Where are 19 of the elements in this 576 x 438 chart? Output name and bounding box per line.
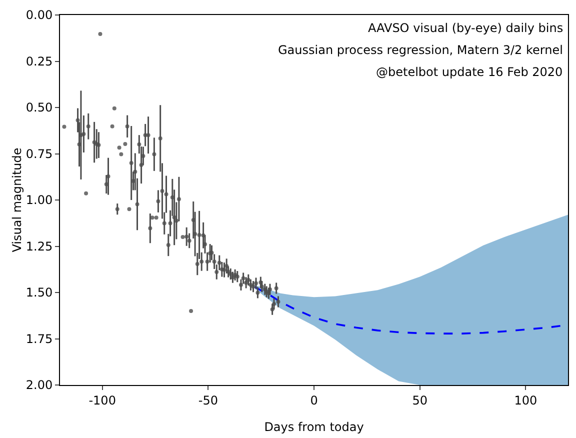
x-tick-label: -50 bbox=[198, 393, 218, 408]
y-tick-label: 0.25 bbox=[26, 54, 53, 68]
y-tick-label: 0.75 bbox=[26, 146, 53, 161]
y-tick-label: 1.00 bbox=[26, 193, 53, 208]
x-tick-label: 0 bbox=[310, 393, 318, 408]
x-tick-label: 100 bbox=[514, 393, 538, 408]
y-tick-label: 1.75 bbox=[26, 332, 53, 346]
y-axis-title: Visual magnitude bbox=[10, 148, 24, 252]
annotation: AAVSO visual (by-eye) daily bins bbox=[368, 21, 564, 35]
annotation: Gaussian process regression, Matern 3/2 kernel bbox=[278, 43, 563, 57]
x-tick-label: 50 bbox=[412, 393, 428, 408]
annotation: @betelbot update 16 Feb 2020 bbox=[376, 65, 563, 79]
x-tick-label: -100 bbox=[88, 393, 116, 408]
y-tick-label: 1.25 bbox=[26, 239, 53, 254]
y-tick-label: 0.50 bbox=[26, 100, 53, 115]
y-tick-label: 0.00 bbox=[26, 8, 53, 22]
y-tick-label: 2.00 bbox=[26, 378, 53, 392]
y-tick-label: 1.50 bbox=[26, 286, 53, 300]
x-axis-title: Days from today bbox=[264, 420, 364, 434]
